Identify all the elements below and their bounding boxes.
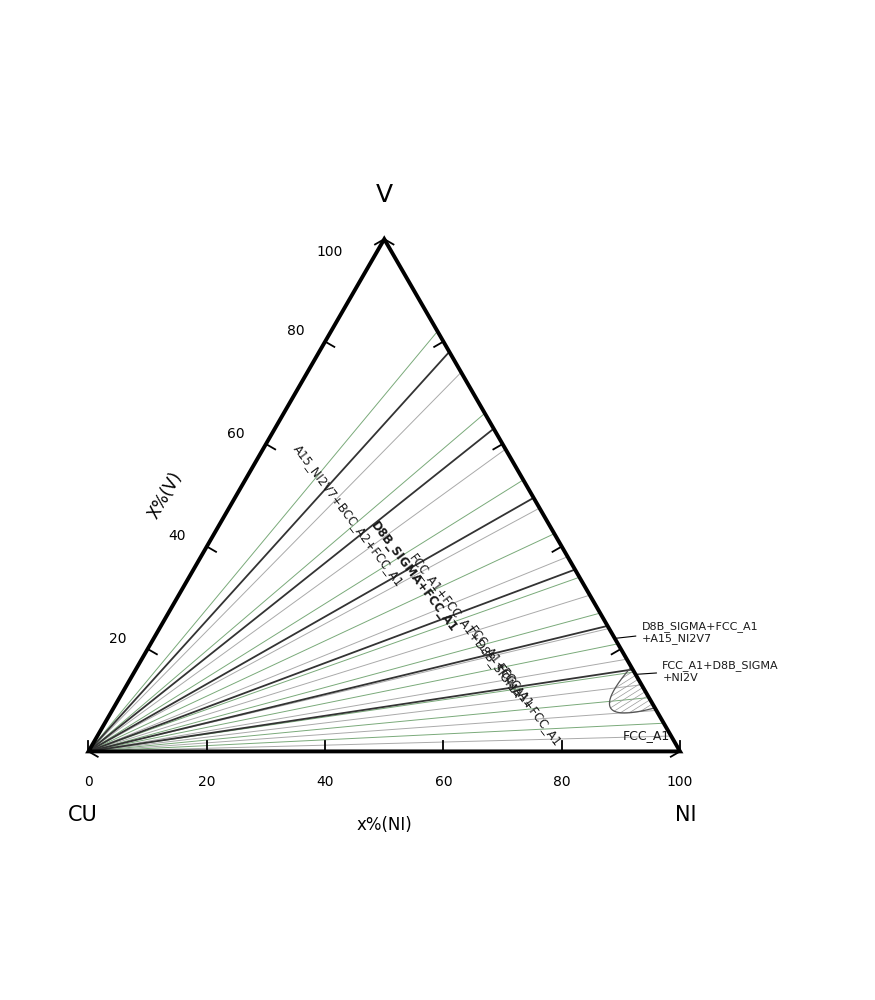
Text: CU: CU — [67, 805, 97, 825]
Text: 20: 20 — [198, 775, 215, 789]
Text: FCC_A1+D8B_SIGMA
+NI2V: FCC_A1+D8B_SIGMA +NI2V — [662, 660, 779, 683]
Text: 20: 20 — [109, 632, 127, 646]
Text: D8B_SIGMA+FCC_A1
+A15_NI2V7: D8B_SIGMA+FCC_A1 +A15_NI2V7 — [641, 621, 759, 644]
Text: 60: 60 — [435, 775, 452, 789]
Text: FCC_A1+FCC_A1+D8B_SIGMA: FCC_A1+FCC_A1+D8B_SIGMA — [407, 551, 524, 701]
Text: x%(NI): x%(NI) — [356, 816, 412, 834]
Text: 100: 100 — [667, 775, 693, 789]
Text: 0: 0 — [84, 775, 93, 789]
Text: 80: 80 — [287, 324, 304, 338]
Text: FCC_A1+FCC_A1: FCC_A1+FCC_A1 — [494, 662, 564, 749]
Text: D8B_SIGMA+FCC_A1: D8B_SIGMA+FCC_A1 — [368, 519, 459, 635]
Text: V: V — [375, 183, 393, 207]
Text: X%(V): X%(V) — [144, 469, 186, 522]
Text: 40: 40 — [168, 529, 186, 543]
Text: 60: 60 — [228, 427, 245, 441]
Text: A15_NI2V7+BCC_A2+FCC_A1: A15_NI2V7+BCC_A2+FCC_A1 — [291, 442, 406, 589]
Text: 80: 80 — [553, 775, 570, 789]
Text: 40: 40 — [317, 775, 334, 789]
Text: FCC_A1: FCC_A1 — [622, 729, 669, 742]
Text: 100: 100 — [317, 245, 343, 259]
Text: FCC_A1+FCC_A1: FCC_A1+FCC_A1 — [466, 623, 536, 710]
Text: NI: NI — [676, 805, 696, 825]
